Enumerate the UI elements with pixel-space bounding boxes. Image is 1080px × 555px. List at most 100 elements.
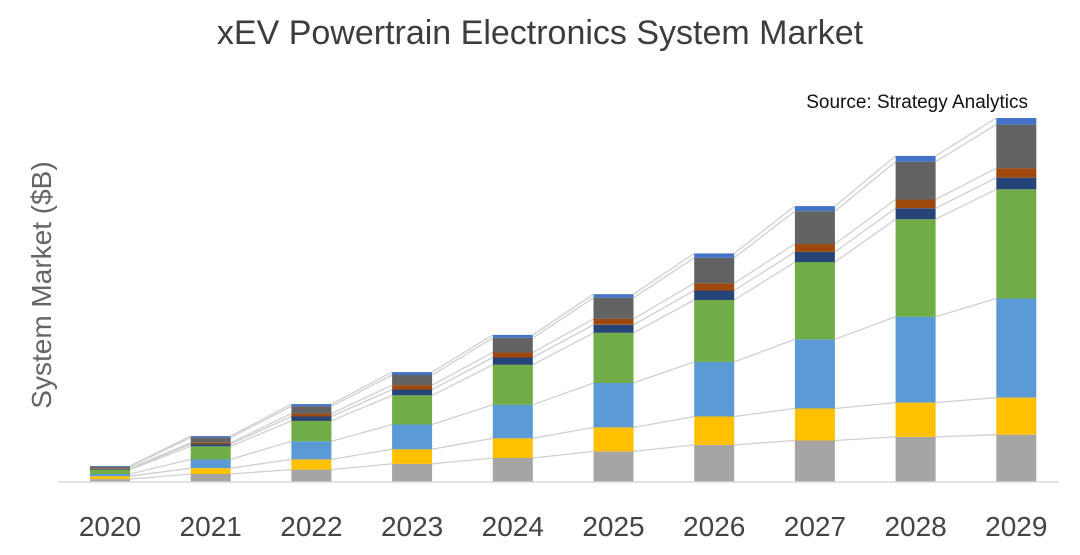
- bar-segment-2024-series-8: [492, 334, 533, 338]
- bar-segment-2027-series-3: [794, 339, 835, 409]
- bar-segment-2028-series-6: [895, 199, 936, 209]
- series-connector-line: [733, 205, 796, 254]
- bar-segment-2028-series-2: [895, 402, 936, 437]
- bar-segment-2025-series-5: [593, 324, 634, 333]
- series-connector-line: [834, 161, 897, 212]
- bar-segment-2026-series-7: [694, 257, 735, 284]
- series-connector-line: [532, 293, 594, 336]
- series-connector-line: [331, 448, 393, 461]
- series-connector-line: [230, 420, 292, 447]
- x-tick-label: 2024: [482, 511, 544, 542]
- series-connector-line: [532, 382, 594, 406]
- bar-segment-2028-series-1: [895, 436, 936, 482]
- x-tick-label: 2029: [985, 511, 1047, 542]
- bar-segment-2020-series-6: [90, 468, 130, 469]
- series-connector-line: [935, 396, 997, 404]
- bar-segment-2022-series-1: [291, 469, 332, 482]
- series-connector-line: [834, 198, 896, 245]
- series-connector-line: [331, 388, 393, 418]
- bar-segment-2026-series-1: [694, 444, 735, 482]
- bar-segment-2024-series-1: [492, 458, 533, 482]
- series-connector-line: [431, 356, 494, 391]
- series-connector-line: [230, 468, 292, 475]
- series-connector-line: [532, 450, 594, 459]
- bar-segment-2023-series-3: [392, 424, 433, 450]
- bar-segment-2029-series-4: [996, 189, 1037, 299]
- bar-segment-2029-series-6: [996, 168, 1037, 178]
- series-connector-line: [129, 442, 191, 469]
- bar-segment-2025-series-7: [593, 297, 634, 319]
- bar-segment-2028-series-7: [895, 161, 936, 200]
- series-connector-line: [431, 334, 494, 373]
- bar-segment-2025-series-1: [593, 451, 634, 482]
- series-connector-line: [532, 332, 594, 366]
- series-connector-line: [935, 177, 997, 209]
- bar-segment-2026-series-2: [694, 416, 735, 445]
- series-connector-line: [633, 415, 695, 429]
- bar-segment-2027-series-5: [794, 252, 835, 263]
- series-connector-line: [431, 364, 494, 396]
- series-connector-line: [834, 436, 896, 442]
- series-connector-line: [431, 351, 494, 386]
- series-connector-line: [331, 374, 393, 407]
- connector-lines: [129, 117, 997, 480]
- series-connector-line: [935, 188, 997, 220]
- series-connector-line: [733, 338, 796, 363]
- bar-segment-2021-series-4: [190, 446, 231, 460]
- bar-segment-2022-series-7: [291, 406, 332, 414]
- series-connector-line: [834, 218, 896, 263]
- x-tick-label: 2028: [884, 511, 946, 542]
- series-connector-line: [532, 324, 594, 359]
- bar-segment-2027-series-7: [794, 211, 835, 244]
- series-connector-line: [532, 318, 594, 353]
- bar-segment-2021-series-5: [190, 444, 231, 447]
- bar-segment-2027-series-2: [794, 408, 835, 441]
- bar-segment-2024-series-3: [492, 404, 533, 439]
- bar-segment-2025-series-8: [593, 294, 634, 298]
- x-tick-label: 2027: [784, 511, 846, 542]
- bar-segment-2023-series-6: [392, 385, 433, 390]
- series-connector-line: [331, 463, 393, 471]
- series-connector-line: [633, 282, 695, 320]
- bar-segment-2023-series-7: [392, 375, 433, 386]
- x-tick-label: 2023: [381, 511, 443, 542]
- series-connector-line: [129, 437, 191, 468]
- series-connector-line: [230, 413, 292, 444]
- bar-segment-2020-series-4: [90, 469, 130, 474]
- bar-segment-2027-series-4: [794, 262, 835, 340]
- bar-segment-2028-series-3: [895, 316, 936, 403]
- series-connector-line: [230, 415, 292, 445]
- bar-segment-2024-series-7: [492, 337, 533, 353]
- series-connector-line: [230, 440, 292, 461]
- bar-segment-2025-series-2: [593, 427, 634, 452]
- bar-segment-2021-series-6: [190, 442, 231, 445]
- series-connector-line: [230, 458, 292, 469]
- bar-segment-2029-series-5: [996, 177, 1037, 190]
- bar-segment-2023-series-5: [392, 389, 433, 396]
- series-connector-line: [834, 316, 896, 340]
- series-connector-line: [532, 426, 594, 439]
- series-connector-line: [431, 337, 494, 376]
- bar-segment-2029-series-7: [996, 124, 1037, 169]
- bar-segment-2020-series-2: [90, 476, 130, 480]
- bar-segment-2021-series-2: [190, 468, 231, 474]
- bar-segment-2022-series-8: [291, 404, 332, 407]
- series-connector-line: [633, 257, 695, 299]
- bar-segment-2029-series-1: [996, 434, 1037, 482]
- series-connector-line: [129, 458, 191, 475]
- series-connector-line: [532, 297, 594, 339]
- source-note: Source: Strategy Analytics: [806, 92, 1028, 113]
- bar-segment-2028-series-4: [895, 219, 936, 317]
- bar-segment-2024-series-6: [492, 352, 533, 358]
- bar-segment-2026-series-6: [694, 283, 735, 291]
- series-connector-line: [633, 289, 695, 326]
- bar-segment-2023-series-2: [392, 449, 433, 464]
- series-connector-line: [230, 403, 292, 437]
- series-connector-line: [733, 261, 796, 301]
- series-connector-line: [733, 251, 796, 292]
- series-connector-line: [834, 207, 896, 253]
- bar-segment-2028-series-5: [895, 208, 936, 220]
- bar-segment-2029-series-3: [996, 298, 1037, 398]
- series-connector-line: [129, 435, 191, 467]
- series-connector-line: [129, 445, 191, 471]
